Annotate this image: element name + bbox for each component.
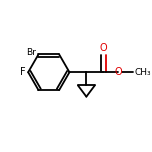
Text: O: O: [114, 67, 122, 77]
Text: CH₃: CH₃: [134, 68, 151, 77]
Text: O: O: [99, 43, 107, 53]
Text: F: F: [20, 67, 25, 77]
Text: Br: Br: [26, 48, 36, 57]
